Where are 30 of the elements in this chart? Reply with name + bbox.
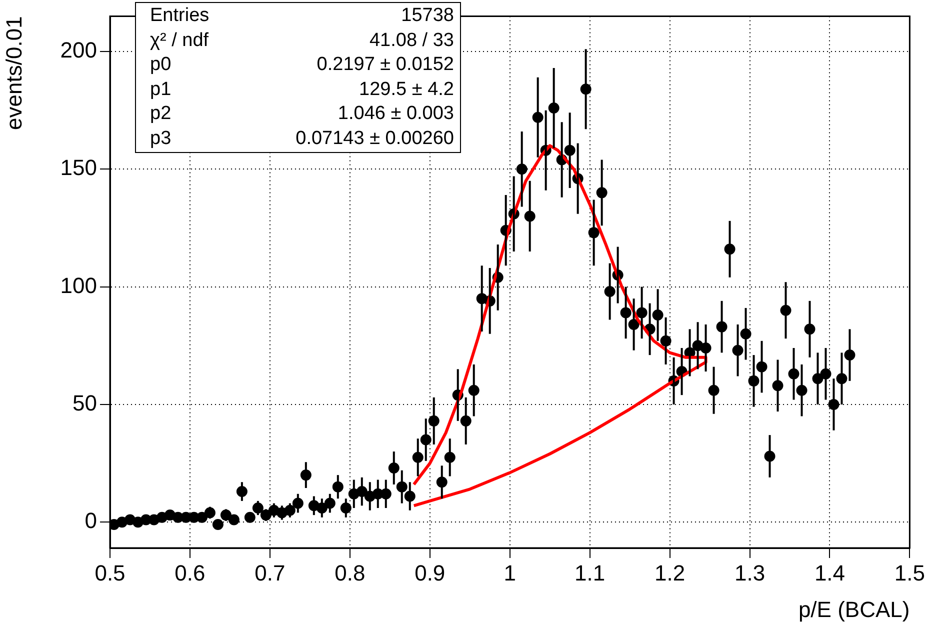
x-tick-label: 0.7 — [254, 560, 286, 586]
x-tick-label: 0.6 — [174, 560, 206, 586]
x-tick-label: 0.8 — [334, 560, 366, 586]
annotation: 129.5 ± 4.2 — [358, 78, 454, 102]
x-tick-label: 1 — [504, 560, 516, 586]
y-tick-label: 200 — [60, 38, 97, 63]
x-tick-label: 1.5 — [894, 560, 926, 586]
y-axis-title: events/0.01 — [1, 16, 26, 130]
annotation: χ² / ndf — [150, 28, 210, 52]
x-tick-label: 1.1 — [574, 560, 606, 586]
y-tick-label: 0 — [84, 508, 97, 534]
y-tick-label: 50 — [72, 390, 97, 416]
annotation: Entries — [150, 4, 210, 28]
annotation: 1.046 ± 0.003 — [336, 102, 454, 126]
annotation: p0 — [150, 53, 172, 77]
annotation: 41.08 / 33 — [368, 28, 454, 52]
annotation: p1 — [150, 78, 172, 102]
annotation: p3 — [150, 126, 172, 150]
x-tick-label: 1.2 — [654, 560, 686, 586]
x-tick-label: 1.3 — [734, 560, 766, 586]
annotation: 0.2197 ± 0.0152 — [316, 53, 454, 77]
annotation: p2 — [150, 102, 172, 126]
y-tick-label: 100 — [60, 272, 97, 298]
annotation: 0.07143 ± 0.00260 — [294, 126, 454, 150]
y-tick-label: 150 — [60, 155, 97, 180]
x-tick-label: 0.5 — [94, 560, 126, 586]
x-axis-title: p/E (BCAL) — [798, 596, 910, 622]
annotation: 15738 — [400, 4, 454, 28]
x-tick-label: 0.9 — [414, 560, 446, 586]
x-tick-label: 1.4 — [814, 560, 846, 586]
